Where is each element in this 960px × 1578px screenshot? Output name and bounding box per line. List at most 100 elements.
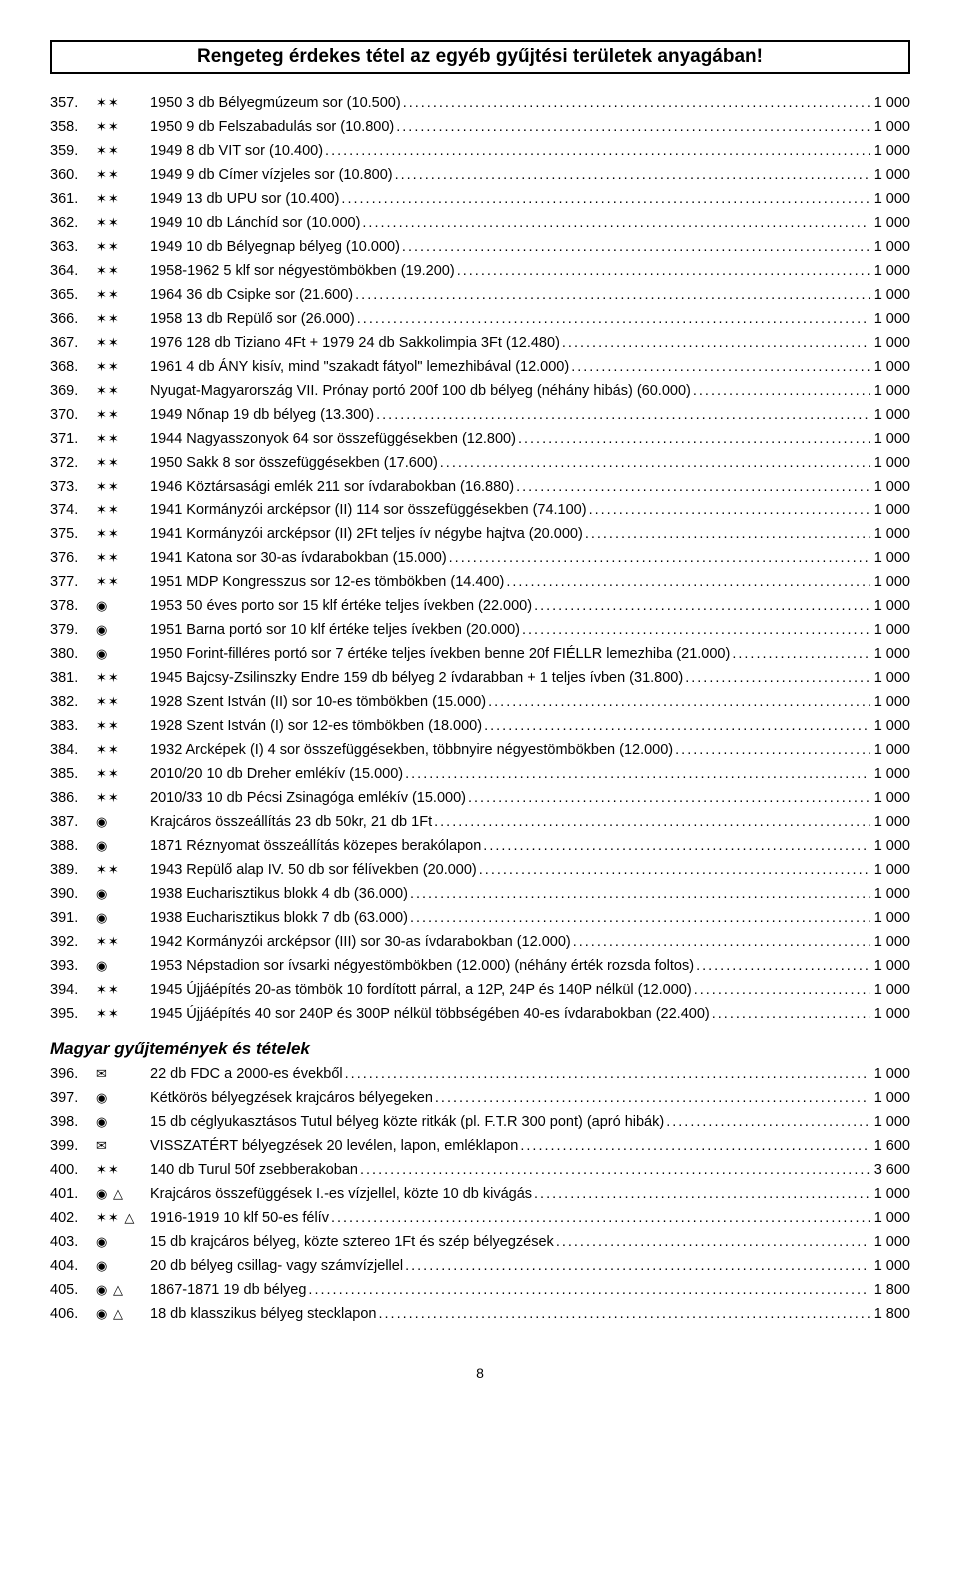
- lot-row: 387.◉Krajcáros összeállítás 23 db 50kr, …: [50, 811, 910, 833]
- lot-row: 361.✶✶1949 13 db UPU sor (10.400)1 000: [50, 188, 910, 210]
- lot-number: 399.: [50, 1135, 96, 1157]
- lot-description: 1941 Katona sor 30-as ívdarabokban (15.0…: [150, 547, 870, 569]
- lot-description: 1950 Forint-filléres portó sor 7 értéke …: [150, 643, 870, 665]
- lot-description: 140 db Turul 50f zsebberakoban: [150, 1159, 870, 1181]
- lot-price: 1 000: [870, 116, 910, 138]
- lot-symbol: ✶✶: [96, 381, 150, 401]
- lot-number: 377.: [50, 571, 96, 593]
- lot-price: 1 000: [870, 835, 910, 857]
- lot-description: 22 db FDC a 2000-es évekből: [150, 1063, 870, 1085]
- lot-price: 1 000: [870, 883, 910, 905]
- lot-row: 398.◉15 db céglyukasztásos Tutul bélyeg …: [50, 1111, 910, 1133]
- lot-number: 360.: [50, 164, 96, 186]
- lot-number: 387.: [50, 811, 96, 833]
- lot-description: 1949 10 db Lánchíd sor (10.000): [150, 212, 870, 234]
- lot-price: 1 000: [870, 164, 910, 186]
- lot-row: 366.✶✶1958 13 db Repülő sor (26.000)1 00…: [50, 308, 910, 330]
- lot-description: 1951 MDP Kongresszus sor 12-es tömbökben…: [150, 571, 870, 593]
- lot-symbol: ✶✶: [96, 860, 150, 880]
- lot-row: 401.◉ △Krajcáros összefüggések I.-es víz…: [50, 1183, 910, 1205]
- lot-price: 1 000: [870, 1063, 910, 1085]
- lot-price: 1 000: [870, 523, 910, 545]
- lot-number: 394.: [50, 979, 96, 1001]
- lot-symbol: ✶✶: [96, 141, 150, 161]
- lot-row: 380.◉1950 Forint-filléres portó sor 7 ér…: [50, 643, 910, 665]
- lot-row: 364.✶✶1958-1962 5 klf sor négyestömbökbe…: [50, 260, 910, 282]
- lot-description: 1945 Bajcsy-Zsilinszky Endre 159 db bély…: [150, 667, 870, 689]
- lot-number: 361.: [50, 188, 96, 210]
- lot-row: 403.◉15 db krajcáros bélyeg, közte szter…: [50, 1231, 910, 1253]
- lot-symbol: ✶✶: [96, 285, 150, 305]
- lot-row: 402.✶✶ △1916-1919 10 klf 50-es félív1 00…: [50, 1207, 910, 1229]
- lot-price: 1 000: [870, 428, 910, 450]
- lot-description: 15 db krajcáros bélyeg, közte sztereo 1F…: [150, 1231, 870, 1253]
- lot-number: 383.: [50, 715, 96, 737]
- lot-row: 378.◉1953 50 éves porto sor 15 klf érték…: [50, 595, 910, 617]
- lot-symbol: ✶✶: [96, 548, 150, 568]
- lot-row: 389.✶✶1943 Repülő alap IV. 50 db sor fél…: [50, 859, 910, 881]
- lot-row: 357.✶✶1950 3 db Bélyegmúzeum sor (10.500…: [50, 92, 910, 114]
- lot-number: 392.: [50, 931, 96, 953]
- lot-row: 376.✶✶1941 Katona sor 30-as ívdarabokban…: [50, 547, 910, 569]
- lot-symbol: ◉: [96, 956, 150, 976]
- lot-description: 1945 Újjáépítés 40 sor 240P és 300P nélk…: [150, 1003, 870, 1025]
- lot-price: 1 000: [870, 1255, 910, 1277]
- lot-row: 384.✶✶1932 Arcképek (I) 4 sor összefüggé…: [50, 739, 910, 761]
- lot-symbol: ✶✶: [96, 980, 150, 1000]
- lot-symbol: ✶✶: [96, 788, 150, 808]
- lot-price: 1 000: [870, 404, 910, 426]
- lot-price: 1 000: [870, 1207, 910, 1229]
- lot-row: 406.◉ △18 db klasszikus bélyeg stecklapo…: [50, 1303, 910, 1325]
- lot-row: 381.✶✶1945 Bajcsy-Zsilinszky Endre 159 d…: [50, 667, 910, 689]
- lot-symbol: ✶✶: [96, 740, 150, 760]
- lot-description: Krajcáros összeállítás 23 db 50kr, 21 db…: [150, 811, 870, 833]
- lot-number: 369.: [50, 380, 96, 402]
- lot-row: 362.✶✶1949 10 db Lánchíd sor (10.000)1 0…: [50, 212, 910, 234]
- lot-price: 1 000: [870, 1111, 910, 1133]
- lot-row: 386.✶✶2010/33 10 db Pécsi Zsinagóga emlé…: [50, 787, 910, 809]
- lot-symbol: ✶✶: [96, 189, 150, 209]
- lot-symbol: ◉: [96, 620, 150, 640]
- lot-number: 366.: [50, 308, 96, 330]
- lot-number: 397.: [50, 1087, 96, 1109]
- lot-price: 1 800: [870, 1303, 910, 1325]
- lot-description: 1946 Köztársasági emlék 211 sor ívdarabo…: [150, 476, 870, 498]
- lot-number: 381.: [50, 667, 96, 689]
- lot-price: 1 600: [870, 1135, 910, 1157]
- lot-number: 391.: [50, 907, 96, 929]
- lot-symbol: ◉: [96, 884, 150, 904]
- page-number: 8: [50, 1365, 910, 1381]
- lot-number: 359.: [50, 140, 96, 162]
- lot-number: 370.: [50, 404, 96, 426]
- lot-price: 1 000: [870, 92, 910, 114]
- lot-number: 401.: [50, 1183, 96, 1205]
- lot-symbol: ◉: [96, 1232, 150, 1252]
- lot-price: 1 000: [870, 1231, 910, 1253]
- lot-description: 2010/33 10 db Pécsi Zsinagóga emlékív (1…: [150, 787, 870, 809]
- lot-description: 1928 Szent István (I) sor 12-es tömbökbe…: [150, 715, 870, 737]
- lot-row: 360.✶✶1949 9 db Címer vízjeles sor (10.8…: [50, 164, 910, 186]
- lot-symbol: ✉: [96, 1064, 150, 1084]
- lot-symbol: ◉: [96, 812, 150, 832]
- lot-description: 1949 8 db VIT sor (10.400): [150, 140, 870, 162]
- lot-row: 404.◉20 db bélyeg csillag- vagy számvízj…: [50, 1255, 910, 1277]
- lot-row: 388.◉1871 Réznyomat összeállítás közepes…: [50, 835, 910, 857]
- lot-description: 1976 128 db Tiziano 4Ft + 1979 24 db Sak…: [150, 332, 870, 354]
- lot-row: 393.◉1953 Népstadion sor ívsarki négyest…: [50, 955, 910, 977]
- lot-description: 1953 50 éves porto sor 15 klf értéke tel…: [150, 595, 870, 617]
- lot-number: 376.: [50, 547, 96, 569]
- lot-symbol: ✶✶: [96, 500, 150, 520]
- lot-description: 1961 4 db ÁNY kisív, mind "szakadt fátyo…: [150, 356, 870, 378]
- lot-price: 3 600: [870, 1159, 910, 1181]
- lot-price: 1 000: [870, 595, 910, 617]
- lot-price: 1 000: [870, 547, 910, 569]
- lot-symbol: ◉ △: [96, 1304, 150, 1324]
- lot-number: 368.: [50, 356, 96, 378]
- lot-symbol: ◉: [96, 908, 150, 928]
- lot-price: 1 000: [870, 1183, 910, 1205]
- lot-price: 1 000: [870, 931, 910, 953]
- lot-price: 1 000: [870, 667, 910, 689]
- lot-row: 391.◉1938 Eucharisztikus blokk 7 db (63.…: [50, 907, 910, 929]
- lot-description: 1916-1919 10 klf 50-es félív: [150, 1207, 870, 1229]
- lot-price: 1 000: [870, 212, 910, 234]
